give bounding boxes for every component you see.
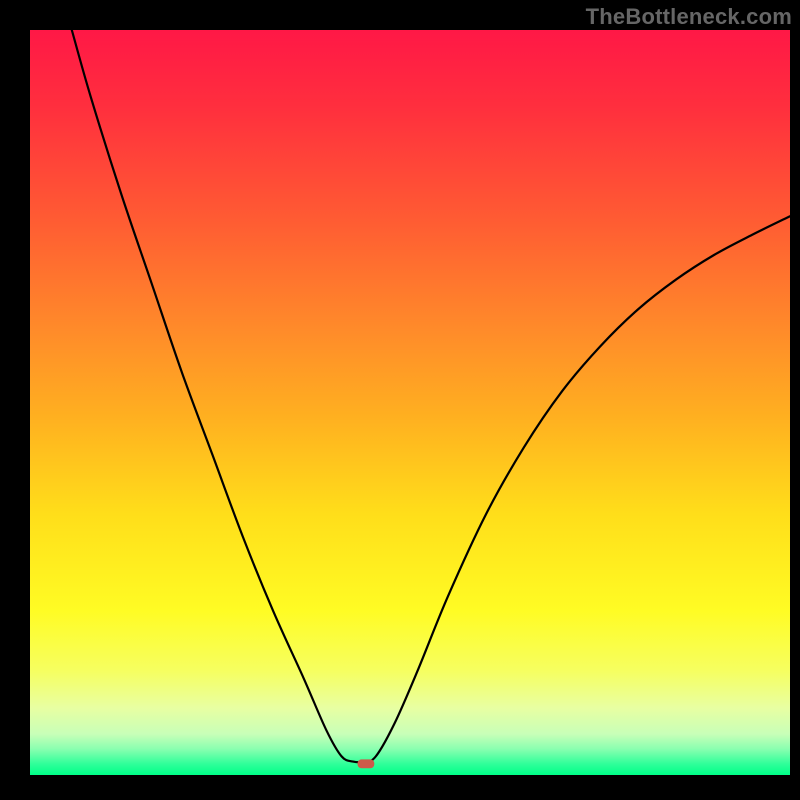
optimal-point-marker: [358, 759, 375, 768]
chart-container: TheBottleneck.com: [0, 0, 800, 800]
watermark: TheBottleneck.com: [586, 4, 792, 30]
bottleneck-curve-chart: [0, 0, 800, 800]
